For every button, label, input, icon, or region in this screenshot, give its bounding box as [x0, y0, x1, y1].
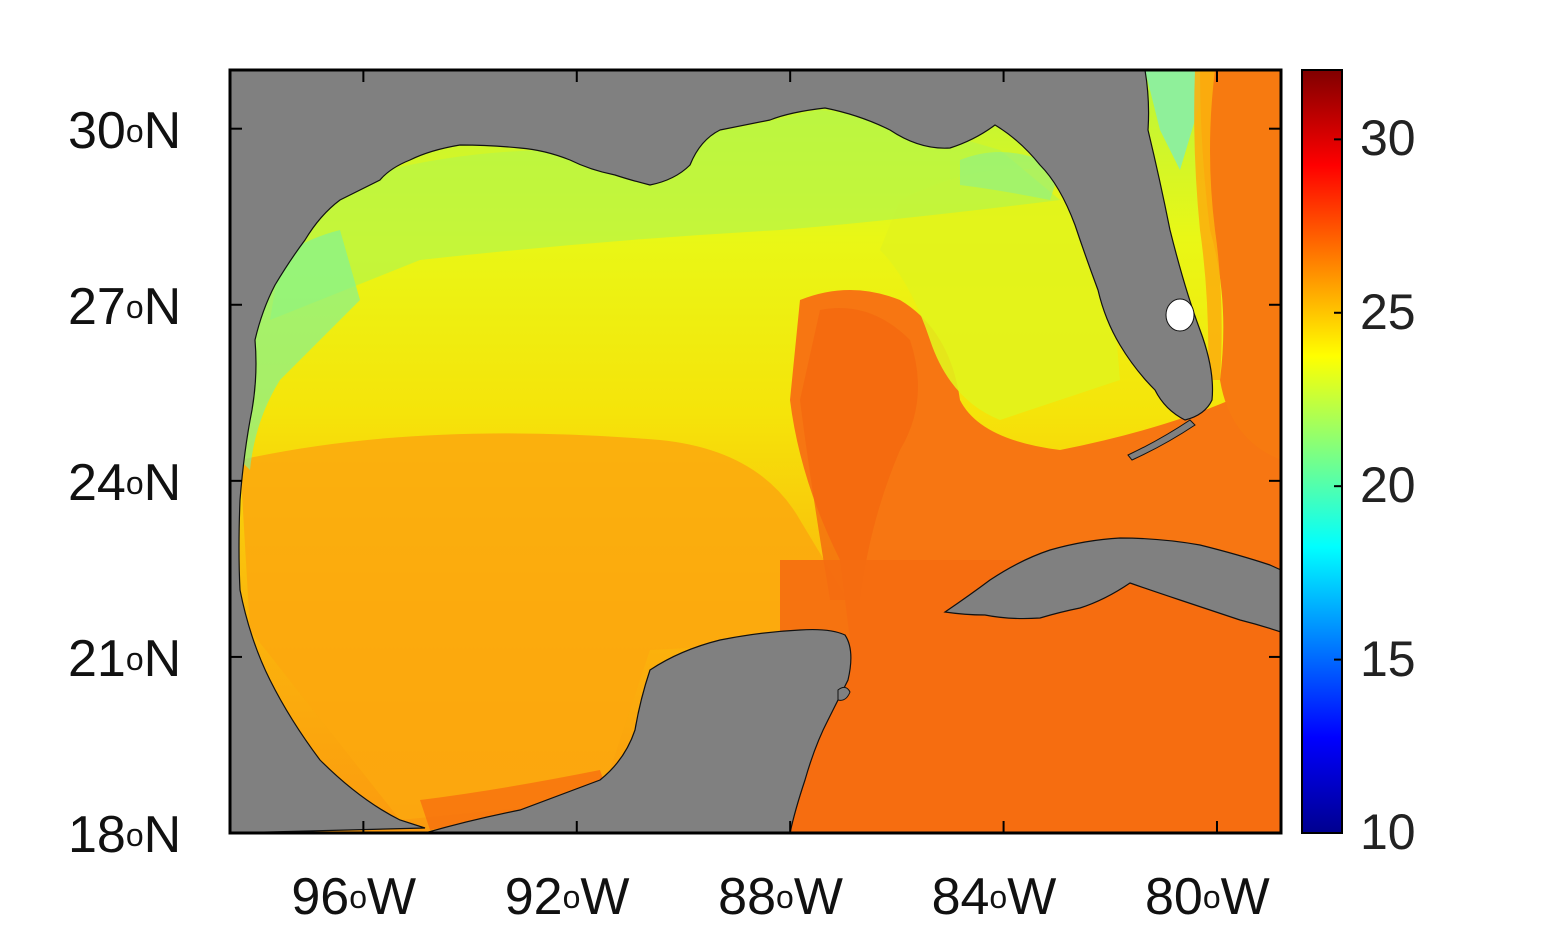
gulf-stream: [1200, 70, 1281, 460]
land-florida-keys: [1127, 419, 1196, 461]
western-gulf-warm: [240, 433, 860, 820]
land-cozumel: [837, 686, 851, 701]
y-tick-label: 30oN: [68, 101, 182, 160]
florida-atlantic-cool: [1145, 70, 1210, 170]
colorbar: [1301, 69, 1343, 834]
plot-frame: [228, 68, 1283, 835]
x-tick-label: 92oW: [504, 868, 630, 926]
y-tick-label: 18oN: [68, 806, 182, 864]
land-north-america: [230, 70, 1214, 833]
northern-shelf: [270, 110, 1060, 320]
colorbar-tick-label: 25: [1360, 283, 1416, 340]
colorbar-tick-label: 20: [1360, 457, 1416, 514]
eastern-shelf: [880, 168, 1120, 420]
x-tick-label: 96oW: [291, 868, 417, 926]
x-tick-label: 88oW: [718, 868, 843, 926]
loop-current-core: [800, 308, 918, 600]
colorbar-tick-label: 15: [1360, 630, 1416, 687]
y-tick-label: 27oN: [68, 277, 182, 336]
x-tick-label: 84oW: [931, 868, 1057, 926]
land-cuba: [943, 537, 1281, 633]
axis-ticks: [230, 70, 1342, 834]
colorbar-tick-label: 10: [1360, 804, 1416, 860]
colorbar-tick-label: 30: [1360, 110, 1416, 167]
campeche-warm: [420, 770, 610, 830]
y-tick-label: 21oN: [68, 629, 182, 688]
y-tick-label: 24oN: [68, 453, 182, 512]
x-tick-label: 80oW: [1144, 868, 1270, 926]
gulf-stream-edge: [1194, 70, 1222, 380]
lake-okeechobee: [1165, 298, 1195, 332]
land-mexico-south: [424, 628, 852, 833]
apalachee-cool: [960, 152, 1060, 200]
